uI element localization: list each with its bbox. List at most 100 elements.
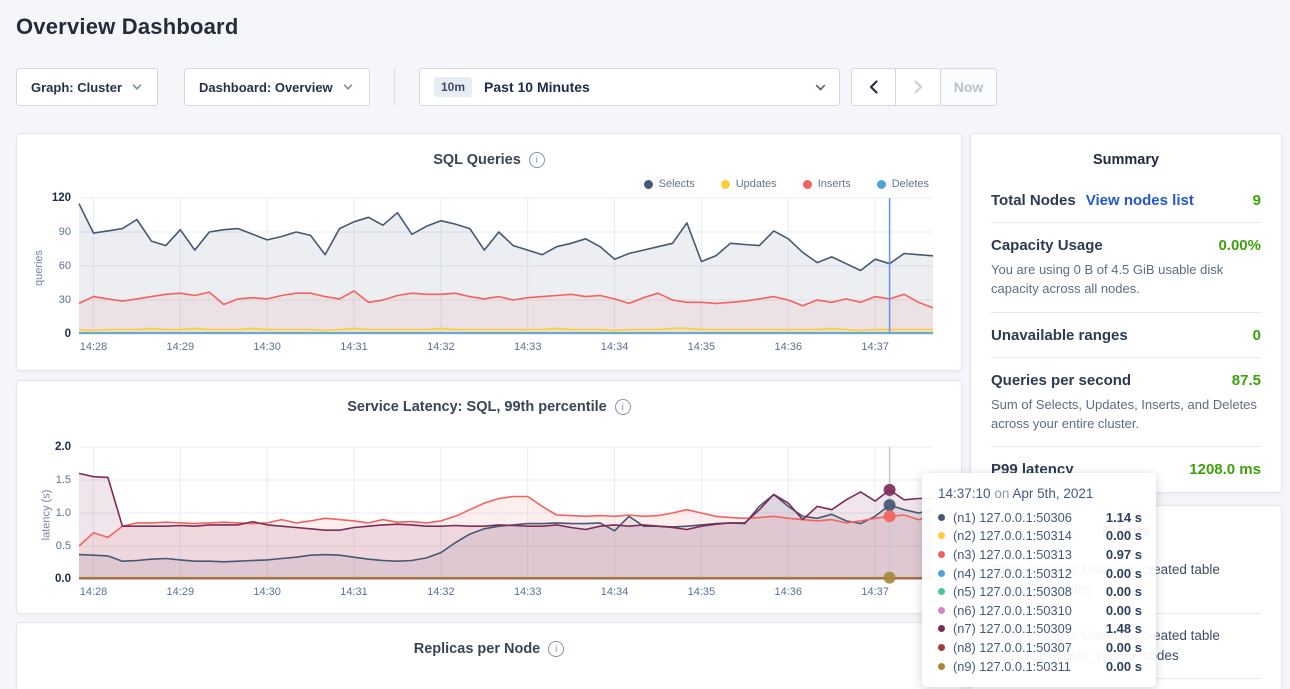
x-axis-tick-label: 14:37 bbox=[861, 586, 889, 598]
x-axis-tick-label: 14:28 bbox=[79, 586, 108, 598]
node-latency-value: 0.00 s bbox=[1105, 639, 1142, 655]
series-line-(n3) bbox=[78, 495, 934, 547]
x-axis-tick-label: 14:35 bbox=[687, 341, 716, 353]
node-latency-value: 0.00 s bbox=[1105, 602, 1142, 618]
chart-canvas bbox=[78, 197, 934, 335]
chevron-down-icon bbox=[815, 82, 826, 92]
hover-point-dot bbox=[883, 510, 896, 523]
node-latency-value: 1.14 s bbox=[1105, 509, 1142, 525]
series-line-(n7) bbox=[78, 472, 933, 531]
info-icon[interactable]: i bbox=[528, 152, 545, 168]
node-color-dot bbox=[938, 606, 945, 614]
legend-item-deletes[interactable]: Deletes bbox=[876, 178, 929, 190]
x-axis-tick-label: 14:34 bbox=[600, 341, 629, 353]
x-axis-tick-label: 14:29 bbox=[166, 341, 195, 353]
node-latency-value: 0.97 s bbox=[1105, 546, 1142, 562]
info-icon[interactable]: i bbox=[548, 641, 565, 657]
chevron-right-icon bbox=[914, 80, 923, 94]
node-address: (n7) 127.0.0.1:50309 bbox=[953, 621, 1072, 637]
summary-panel-title: Summary bbox=[1092, 152, 1160, 168]
previous-range-button[interactable] bbox=[851, 68, 896, 106]
summary-panel: Summary Total Nodes View nodes list 9 Ca… bbox=[970, 133, 1282, 493]
info-icon[interactable]: i bbox=[614, 399, 631, 415]
y-axis-tick-label: 120 bbox=[51, 192, 71, 204]
series-area-Selects bbox=[79, 203, 933, 334]
x-axis-tick-label: 14:32 bbox=[427, 341, 455, 353]
chart-canvas bbox=[78, 446, 934, 584]
dashboard-dropdown-label: Dashboard: Overview bbox=[199, 79, 333, 95]
y-axis-tick-label: 1.5 bbox=[55, 474, 71, 486]
node-address: (n9) 127.0.0.1:50311 bbox=[953, 658, 1071, 674]
node-color-dot bbox=[938, 662, 945, 670]
x-axis-tick-label: 14:30 bbox=[253, 341, 281, 353]
graph-dropdown[interactable]: Graph: Cluster bbox=[16, 68, 158, 106]
next-range-button[interactable] bbox=[896, 68, 941, 106]
legend-label: Deletes bbox=[891, 178, 929, 190]
hover-point-dot bbox=[883, 483, 896, 496]
unavailable-ranges-value: 0 bbox=[1252, 326, 1261, 344]
y-axis-tick-label: 0.5 bbox=[55, 540, 71, 552]
graph-dropdown-label: Graph: Cluster bbox=[31, 79, 123, 95]
unavailable-ranges-label: Unavailable ranges bbox=[991, 326, 1128, 344]
x-axis-tick-label: 14:31 bbox=[340, 586, 368, 598]
dashboard-dropdown[interactable]: Dashboard: Overview bbox=[184, 68, 370, 106]
y-axis-tick-label: 2.0 bbox=[55, 441, 71, 453]
tooltip-node-row: (n5) 127.0.0.1:50308 0.00 s bbox=[938, 582, 1142, 601]
tooltip-node-row: (n9) 127.0.0.1:50311 0.00 s bbox=[938, 657, 1142, 676]
legend-color-dot bbox=[876, 179, 886, 189]
node-color-dot bbox=[938, 625, 945, 633]
node-address: (n8) 127.0.0.1:50307 bbox=[953, 639, 1072, 655]
capacity-usage-value: 0.00% bbox=[1218, 237, 1261, 254]
time-range-dropdown[interactable]: 10m Past 10 Minutes bbox=[419, 68, 840, 106]
view-nodes-list-link[interactable]: View nodes list bbox=[1085, 192, 1194, 209]
x-axis-tick-label: 14:36 bbox=[774, 586, 803, 598]
node-address: (n2) 127.0.0.1:50314 bbox=[953, 528, 1072, 544]
x-axis-tick-label: 14:36 bbox=[774, 341, 803, 353]
tooltip-node-row: (n1) 127.0.0.1:50306 1.14 s bbox=[938, 508, 1142, 527]
now-button[interactable]: Now bbox=[940, 68, 997, 106]
x-axis-tick-label: 14:34 bbox=[600, 586, 629, 598]
total-nodes-label: Total Nodes bbox=[991, 192, 1076, 209]
tooltip-node-row: (n3) 127.0.0.1:50313 0.97 s bbox=[938, 545, 1142, 564]
controls-divider bbox=[394, 68, 395, 106]
node-address: (n1) 127.0.0.1:50306 bbox=[953, 509, 1072, 525]
summary-row-unavailable-ranges: Unavailable ranges 0 bbox=[991, 313, 1261, 358]
legend-label: Updates bbox=[735, 178, 777, 190]
node-latency-value: 0.00 s bbox=[1105, 584, 1142, 600]
replicas-per-node-chart-card: Replicas per Node i 30 bbox=[16, 622, 962, 689]
y-axis-tick-label: 0 bbox=[64, 328, 71, 340]
x-axis-tick-label: 14:35 bbox=[687, 586, 716, 598]
legend-color-dot bbox=[720, 179, 730, 189]
replicas-per-node-chart-title: Replicas per Node bbox=[413, 641, 541, 657]
series-line-Inserts bbox=[78, 290, 934, 309]
queries-per-second-value: 87.5 bbox=[1231, 371, 1261, 389]
legend-item-updates[interactable]: Updates bbox=[720, 178, 777, 190]
summary-row-total-nodes: Total Nodes View nodes list 9 bbox=[991, 178, 1261, 223]
summary-row-queries-per-second: Queries per second 87.5 Sum of Selects, … bbox=[991, 358, 1261, 448]
sql-queries-chart-card: SQL Queries i Selects Updates Inserts Delet… bbox=[16, 133, 962, 371]
time-range-label: Past 10 Minutes bbox=[484, 79, 590, 95]
tooltip-timestamp: 14:37:10 on Apr 5th, 2021 bbox=[938, 486, 1094, 501]
p99-latency-value: 1208.0 ms bbox=[1189, 461, 1261, 479]
page-title: Overview Dashboard bbox=[16, 14, 239, 39]
node-latency-value: 0.00 s bbox=[1105, 565, 1142, 581]
legend-color-dot bbox=[643, 179, 653, 189]
x-axis-tick-label: 14:28 bbox=[79, 341, 108, 353]
capacity-usage-description: You are using 0 B of 4.5 GiB usable disk… bbox=[991, 262, 1224, 296]
y-axis-tick-label: 30 bbox=[58, 294, 71, 306]
node-address: (n5) 127.0.0.1:50308 bbox=[953, 584, 1072, 600]
hover-point-dot bbox=[883, 499, 896, 512]
legend-label: Inserts bbox=[817, 178, 851, 190]
y-axis-tick-label: 0.0 bbox=[55, 573, 71, 585]
node-address: (n6) 127.0.0.1:50310 bbox=[953, 602, 1072, 618]
chevron-left-icon bbox=[869, 80, 878, 94]
chevron-down-icon bbox=[343, 82, 353, 92]
legend-item-inserts[interactable]: Inserts bbox=[802, 178, 851, 190]
node-color-dot bbox=[938, 643, 945, 651]
queries-per-second-description: Sum of Selects, Updates, Inserts, and De… bbox=[991, 396, 1257, 431]
tooltip-node-row: (n8) 127.0.0.1:50307 0.00 s bbox=[938, 638, 1142, 657]
x-axis-tick-label: 14:32 bbox=[427, 586, 455, 598]
hover-point-dot bbox=[883, 571, 896, 584]
legend-item-selects[interactable]: Selects bbox=[643, 178, 695, 190]
